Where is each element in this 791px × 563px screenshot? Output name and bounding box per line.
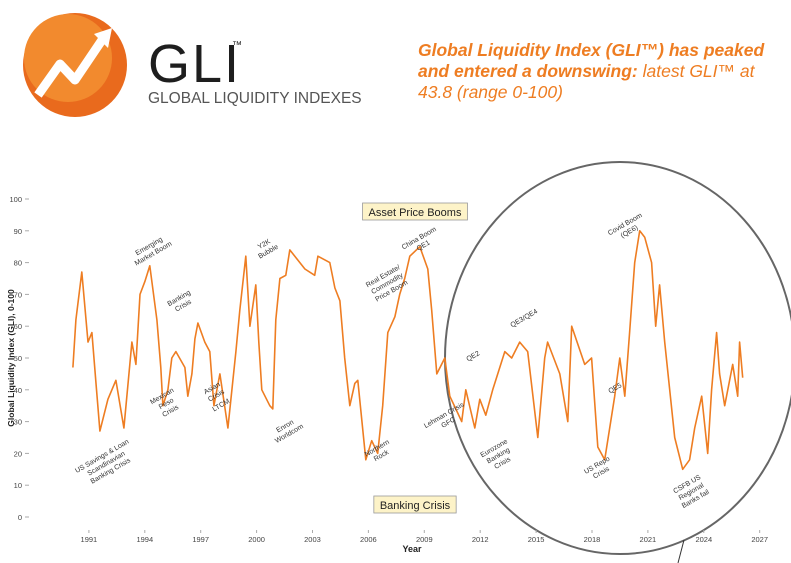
y-tick-label: 60 [14, 322, 22, 331]
annotation: Covid Boom(QE6) [607, 212, 644, 240]
y-tick-label: 10 [14, 481, 22, 490]
x-tick-label: 2021 [640, 535, 657, 544]
x-tick-label: 1994 [136, 535, 153, 544]
x-tick-label: 1997 [192, 535, 209, 544]
x-tick-label: 2000 [248, 535, 265, 544]
y-tick-label: 50 [14, 354, 22, 363]
gli-line [72, 230, 744, 471]
annotation: QE2 [465, 350, 481, 363]
y-tick-label: 80 [14, 259, 22, 268]
boxed-label: Banking Crisis [380, 500, 451, 512]
label-box [373, 495, 457, 514]
y-tick-label: 30 [14, 418, 22, 427]
logo-arrow [34, 37, 106, 98]
y-tick-label: 0 [18, 513, 22, 522]
x-tick-label: 2003 [304, 535, 321, 544]
x-tick-label: 2015 [528, 535, 545, 544]
y-tick-label: 70 [14, 290, 22, 299]
y-tick-label: 20 [14, 449, 22, 458]
boxed-label: Asset Price Booms [369, 207, 462, 219]
x-tick-label: 2009 [416, 535, 433, 544]
logo-arrowhead [94, 28, 112, 48]
x-axis-label: Year [402, 544, 422, 554]
x-tick-label: 2027 [751, 535, 768, 544]
y-tick-label: 40 [14, 386, 22, 395]
x-tick-label: 2024 [695, 535, 712, 544]
y-axis-label: Global Liquidity Index (GLI), 0-100 [6, 289, 16, 427]
annotation: QE3/QE4 [510, 308, 540, 329]
logo: GLI ™ GLOBAL LIQUIDITY INDEXES [23, 13, 362, 117]
pointer-line [677, 539, 685, 563]
y-tick-label: 100 [9, 195, 22, 204]
x-tick-label: 1991 [81, 535, 98, 544]
annotation-line: QE2 [465, 350, 481, 363]
x-tick-label: 2012 [472, 535, 489, 544]
logo-tm: ™ [232, 40, 242, 51]
x-tick-label: 2006 [360, 535, 377, 544]
headline: Global Liquidity Index (GLI™) has peaked… [418, 40, 778, 103]
x-tick-label: 2018 [584, 535, 601, 544]
headline-bold: Global Liquidity Index (GLI™) has peaked… [418, 40, 765, 81]
y-tick-label: 90 [14, 227, 22, 236]
logo-tagline: GLOBAL LIQUIDITY INDEXES [148, 90, 362, 107]
annotation-line: QE3/QE4 [510, 308, 540, 329]
label-box [362, 202, 468, 221]
headline-normal: latest GLI™ at 43.8 (range 0-100) [418, 61, 755, 102]
logo-mark: GLI [148, 34, 241, 94]
